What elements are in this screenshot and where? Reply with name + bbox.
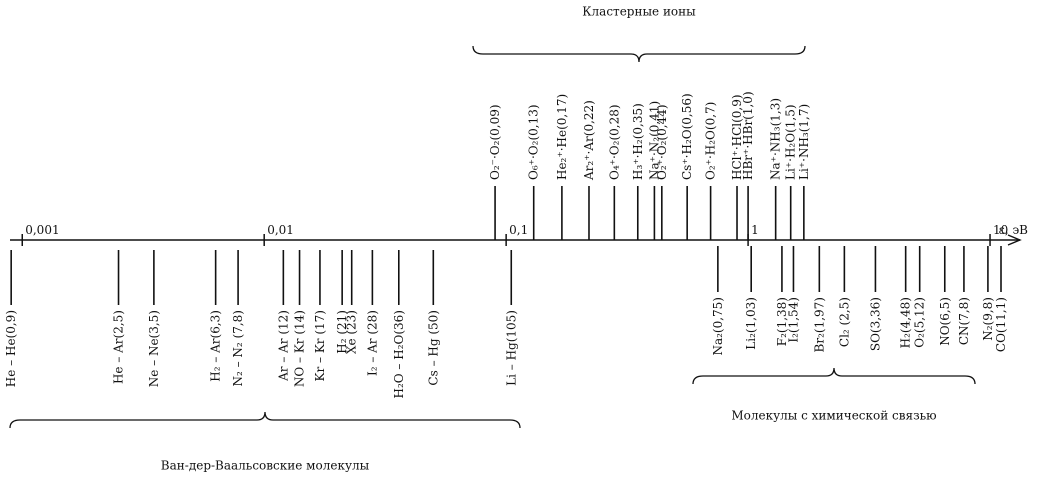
marker-label: HCl⁺·HCl(0,9)	[730, 94, 744, 180]
marker-label: H₂ – Ar(6,3)	[209, 310, 223, 382]
marker-label: Li – Hg(105)	[504, 310, 518, 386]
tick-label: 1	[751, 223, 759, 237]
marker-label: H₂ (21)	[335, 310, 349, 354]
marker-label: H₃⁺·H₂(0,35)	[631, 103, 645, 180]
marker-label: Ar₂⁺·Ar(0,22)	[582, 100, 596, 181]
axis-label: ε, эВ	[999, 223, 1029, 237]
marker-label: HBr⁺·HBr(1,0)	[741, 91, 755, 180]
tick-label: 0,1	[509, 223, 528, 237]
marker-label: Cs⁺·H₂O(0,56)	[680, 93, 694, 180]
marker-label: Ne – Ne(3,5)	[147, 310, 161, 387]
marker-label: H₂(4,48)	[899, 297, 913, 348]
group-brace	[472, 45, 806, 63]
tick-label: 0,01	[267, 223, 294, 237]
marker-label: O₆⁺·O₂(0,13)	[527, 104, 541, 180]
group-brace	[692, 367, 976, 385]
marker-label: Xe (23)	[345, 310, 359, 354]
marker-label: Li₂(1,03)	[744, 297, 758, 350]
marker-label: NO – Kr (14)	[293, 310, 307, 387]
marker-label: SO(3,36)	[868, 297, 882, 351]
marker-label: He – Ar(2,5)	[112, 310, 126, 384]
marker-label: O₄⁺·O₂(0,28)	[607, 104, 621, 180]
marker-label: N₂ – N₂ (7,8)	[231, 310, 245, 387]
marker-label: Na⁺·N₂(0,41)	[647, 101, 661, 180]
group-label: Кластерные ионы	[582, 5, 696, 19]
marker-label: Br₂(1,97)	[812, 297, 826, 352]
marker-label: Ar – Ar (12)	[276, 310, 290, 382]
marker-label: Na₂(0,75)	[711, 297, 725, 356]
marker-label: Li⁺·H₂O(1,5)	[784, 104, 798, 180]
marker-label: I₂(1,54)	[786, 297, 800, 343]
marker-label: I₂ – Ar (28)	[365, 310, 379, 376]
marker-label: He₂⁺·He(0,17)	[555, 94, 569, 180]
marker-label: CN(7,8)	[957, 297, 971, 345]
marker-label: F₂(1,38)	[775, 297, 789, 346]
group-brace	[9, 411, 521, 429]
marker-label: O₂(5,12)	[913, 297, 927, 348]
marker-label: Cl₂ (2,5)	[837, 297, 851, 347]
marker-label: Na⁺·NH₃(1,3)	[769, 98, 783, 180]
marker-label: H₂O – H₂O(36)	[392, 310, 406, 399]
marker-label: Li⁺·NH₃(1,7)	[797, 104, 811, 180]
marker-label: NO(6,5)	[938, 297, 952, 346]
group-label: Ван-дер-Ваальсовские молекулы	[161, 459, 370, 473]
marker-label: N₂(9,8)	[981, 297, 995, 341]
tick-label: 10	[993, 223, 1008, 237]
axis-arrow	[1007, 234, 1022, 246]
marker-label: Cs – Hg (50)	[426, 310, 440, 386]
marker-label: He – He(0,9)	[4, 310, 18, 387]
group-label: Молекулы с химической связью	[731, 409, 936, 423]
marker-label: O₂⁺·H₂O(0,7)	[704, 102, 718, 180]
marker-label: O₂⁺·O₂(0,44)	[655, 104, 669, 180]
tick-label: 0,001	[25, 223, 59, 237]
marker-label: O₂⁻·O₂(0,09)	[488, 104, 502, 180]
marker-label: CO(11,1)	[994, 297, 1008, 352]
marker-label: Kr – Kr (17)	[313, 310, 327, 381]
